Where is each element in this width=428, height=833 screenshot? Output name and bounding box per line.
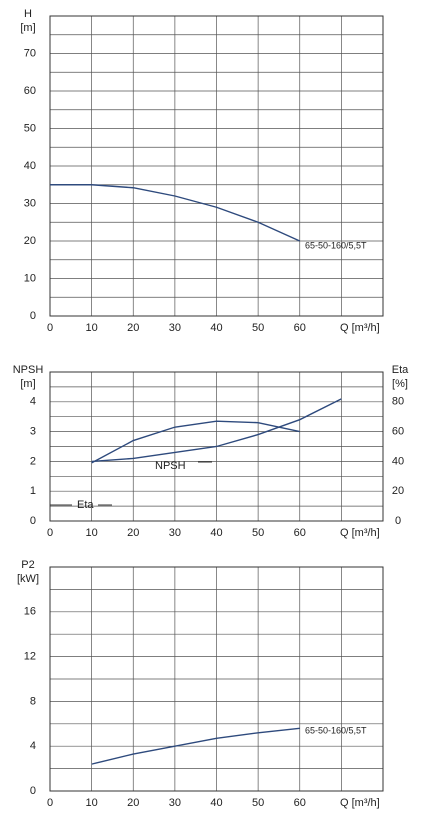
y-tick-label: 8	[30, 695, 36, 707]
series-label: 65-50-160/5,5T	[305, 725, 367, 735]
y-tick-label: 16	[24, 606, 36, 618]
x-tick-label: 20	[127, 797, 139, 809]
y2-axis-unit: [%]	[392, 378, 408, 390]
series-label: NPSH	[155, 460, 186, 472]
y-tick-label: 1	[30, 485, 36, 497]
y-tick-label: 0	[30, 785, 36, 797]
plot-frame	[49, 15, 384, 317]
x-axis-label: Q [m³/h]	[340, 797, 380, 809]
y-tick-label: 0	[30, 310, 36, 322]
x-axis-label: Q [m³/h]	[340, 527, 380, 539]
y2-tick-label: 20	[392, 485, 404, 497]
x-tick-label: 30	[169, 527, 181, 539]
y-tick-label: 3	[30, 426, 36, 438]
x-tick-label: 20	[127, 527, 139, 539]
x-tick-label: 50	[252, 527, 264, 539]
x-tick-label: 0	[47, 322, 53, 334]
series-label: Eta	[77, 499, 94, 511]
x-tick-label: 50	[252, 322, 264, 334]
y2-tick-label: 0	[395, 515, 401, 527]
y-tick-label: 70	[24, 47, 36, 59]
y-tick-label: 10	[24, 272, 36, 284]
y-axis-label: H	[24, 8, 32, 20]
x-tick-label: 0	[47, 797, 53, 809]
x-tick-label: 60	[294, 527, 306, 539]
x-tick-label: 40	[210, 322, 222, 334]
y-tick-label: 20	[24, 235, 36, 247]
y-tick-label: 4	[30, 740, 36, 752]
x-tick-label: 30	[169, 322, 181, 334]
y-axis-unit: [kW]	[17, 573, 39, 585]
x-tick-label: 60	[294, 797, 306, 809]
plot-frame	[49, 371, 384, 522]
y-tick-label: 40	[24, 160, 36, 172]
curve	[91, 398, 342, 463]
y-tick-label: 30	[24, 197, 36, 209]
x-tick-label: 50	[252, 797, 264, 809]
y-axis-label: NPSH	[13, 364, 44, 376]
curve	[91, 420, 300, 464]
x-tick-label: 10	[86, 797, 98, 809]
x-tick-label: 30	[169, 797, 181, 809]
y-tick-label: 2	[30, 455, 36, 467]
y-axis-unit: [m]	[20, 378, 35, 390]
y2-tick-label: 40	[392, 455, 404, 467]
y-tick-label: 0	[30, 515, 36, 527]
x-tick-label: 60	[294, 322, 306, 334]
x-tick-label: 20	[127, 322, 139, 334]
curve	[91, 727, 300, 765]
y-tick-label: 60	[24, 85, 36, 97]
y2-axis-label: Eta	[392, 364, 409, 376]
x-tick-label: 10	[86, 527, 98, 539]
series-label: 65-50-160/5,5T	[305, 240, 367, 250]
x-axis-label: Q [m³/h]	[340, 322, 380, 334]
plot-frame	[49, 566, 384, 792]
curve	[50, 184, 301, 242]
x-tick-label: 10	[86, 322, 98, 334]
y-axis-label: P2	[21, 559, 34, 571]
y-tick-label: 4	[30, 396, 36, 408]
x-tick-label: 0	[47, 527, 53, 539]
y-tick-label: 50	[24, 122, 36, 134]
y2-tick-label: 80	[392, 396, 404, 408]
y-tick-label: 12	[24, 651, 36, 663]
y2-tick-label: 60	[392, 426, 404, 438]
x-tick-label: 40	[210, 527, 222, 539]
x-tick-label: 40	[210, 797, 222, 809]
y-axis-unit: [m]	[20, 22, 35, 34]
